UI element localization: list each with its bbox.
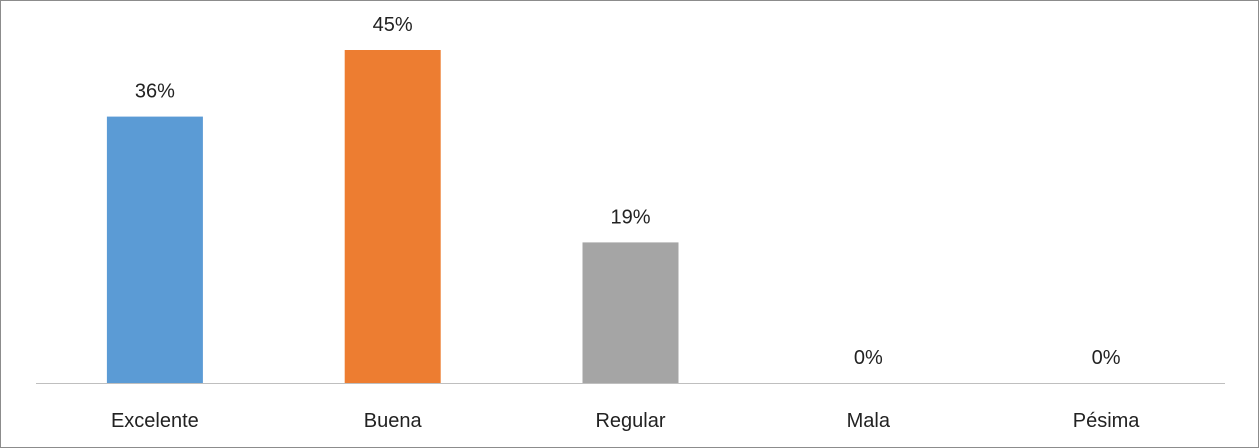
data-labels-group: 36% 45% 19% 0% 0% bbox=[135, 14, 1121, 369]
category-label-pesima: Pésima bbox=[1073, 410, 1141, 432]
bars-group bbox=[106, 50, 679, 383]
data-label-regular: 19% bbox=[610, 206, 650, 228]
bar-regular bbox=[582, 242, 679, 383]
category-label-excelente: Excelente bbox=[111, 410, 199, 432]
bar-buena bbox=[344, 50, 441, 383]
category-label-regular: Regular bbox=[595, 410, 665, 432]
category-label-buena: Buena bbox=[364, 410, 423, 432]
data-label-excelente: 36% bbox=[135, 81, 175, 103]
category-labels-group: Excelente Buena Regular Mala Pésima bbox=[111, 410, 1140, 432]
data-label-mala: 0% bbox=[854, 347, 883, 369]
data-label-pesima: 0% bbox=[1092, 347, 1121, 369]
bar-excelente bbox=[106, 116, 203, 383]
data-label-buena: 45% bbox=[373, 14, 413, 36]
category-label-mala: Mala bbox=[847, 410, 891, 432]
